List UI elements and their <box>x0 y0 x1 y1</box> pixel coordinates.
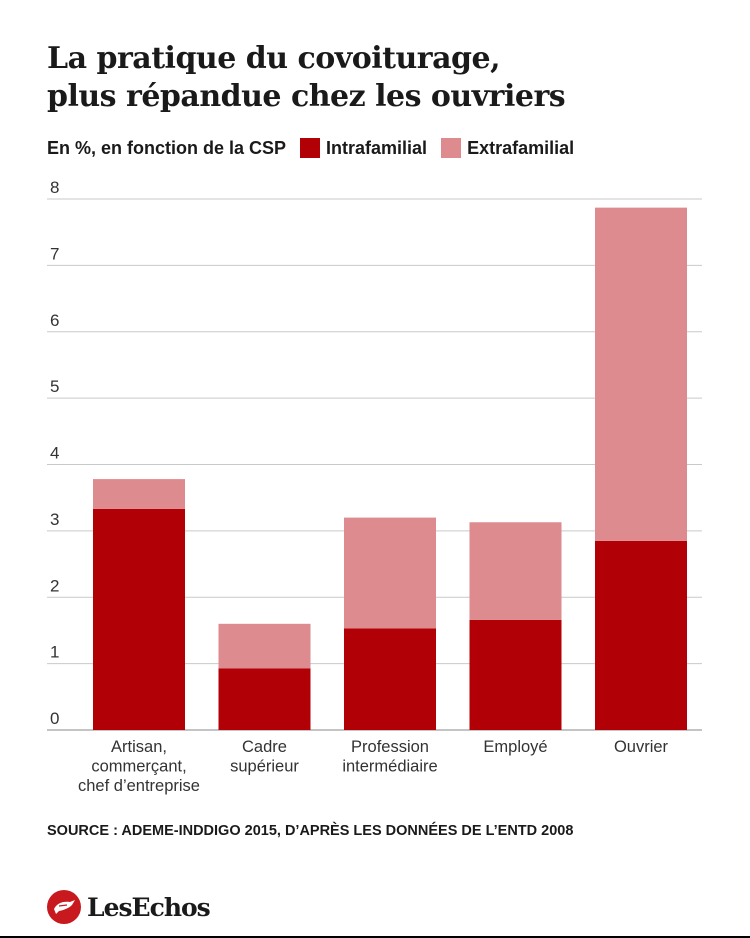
les-echos-logo-icon <box>47 890 81 924</box>
y-tick-label: 4 <box>50 444 59 463</box>
y-tick-label: 2 <box>50 576 59 595</box>
bar-intrafamilial <box>344 628 436 730</box>
chart-title-line-1: La pratique du covoiturage, <box>47 41 501 76</box>
y-tick-label: 5 <box>50 377 59 396</box>
legend-label-extrafamilial: Extrafamilial <box>467 137 575 158</box>
bar-intrafamilial <box>218 668 311 730</box>
y-tick-label: 0 <box>50 709 59 728</box>
y-tick-label: 3 <box>50 510 59 529</box>
legend: En %, en fonction de la CSP Intrafamilia… <box>47 136 574 160</box>
legend-item-intrafamilial: Intrafamilial <box>300 138 427 159</box>
x-tick-label: Ouvrier <box>614 738 669 756</box>
bar-extrafamilial <box>218 623 311 669</box>
bar-intrafamilial <box>469 619 562 730</box>
bar-extrafamilial <box>469 522 562 620</box>
x-tick-label: Artisan, commerçant, chef d’entreprise <box>78 738 200 795</box>
y-tick-label: 6 <box>50 311 59 330</box>
chart-title-line-2: plus répandue chez les ouvriers <box>47 79 566 114</box>
y-tick-label: 8 <box>50 180 59 197</box>
x-tick-label: Profession intermédiaire <box>342 738 437 776</box>
bar-intrafamilial <box>93 508 185 730</box>
bar-extrafamilial <box>93 479 185 509</box>
brand-logo: LesEchos <box>47 889 211 925</box>
bar-intrafamilial <box>595 540 687 730</box>
legend-label-intrafamilial: Intrafamilial <box>326 137 428 158</box>
source-note: SOURCE : ADEME-INDDIGO 2015, D’APRÈS LES… <box>47 823 574 839</box>
legend-swatch-extrafamilial <box>441 138 462 158</box>
x-tick-label: Cadre supérieur <box>230 738 299 776</box>
bar-chart: 0 1 2 3 4 5 6 7 8 Artisan, commerçant, chef d’entre… <box>47 180 702 795</box>
bottom-rule <box>0 936 750 938</box>
y-tick-label: 1 <box>50 643 59 662</box>
legend-item-extrafamilial: Extrafamilial <box>441 138 574 159</box>
chart-subtitle: En %, en fonction de la CSP <box>47 137 287 158</box>
x-tick-label: Employé <box>483 738 547 756</box>
bar-extrafamilial <box>595 207 687 541</box>
y-tick-label: 7 <box>50 244 59 263</box>
legend-swatch-intrafamilial <box>300 138 321 158</box>
bar-extrafamilial <box>344 517 436 629</box>
chart-title: La pratique du covoiturage, plus répandu… <box>47 40 727 116</box>
brand-name: LesEchos <box>87 892 211 922</box>
